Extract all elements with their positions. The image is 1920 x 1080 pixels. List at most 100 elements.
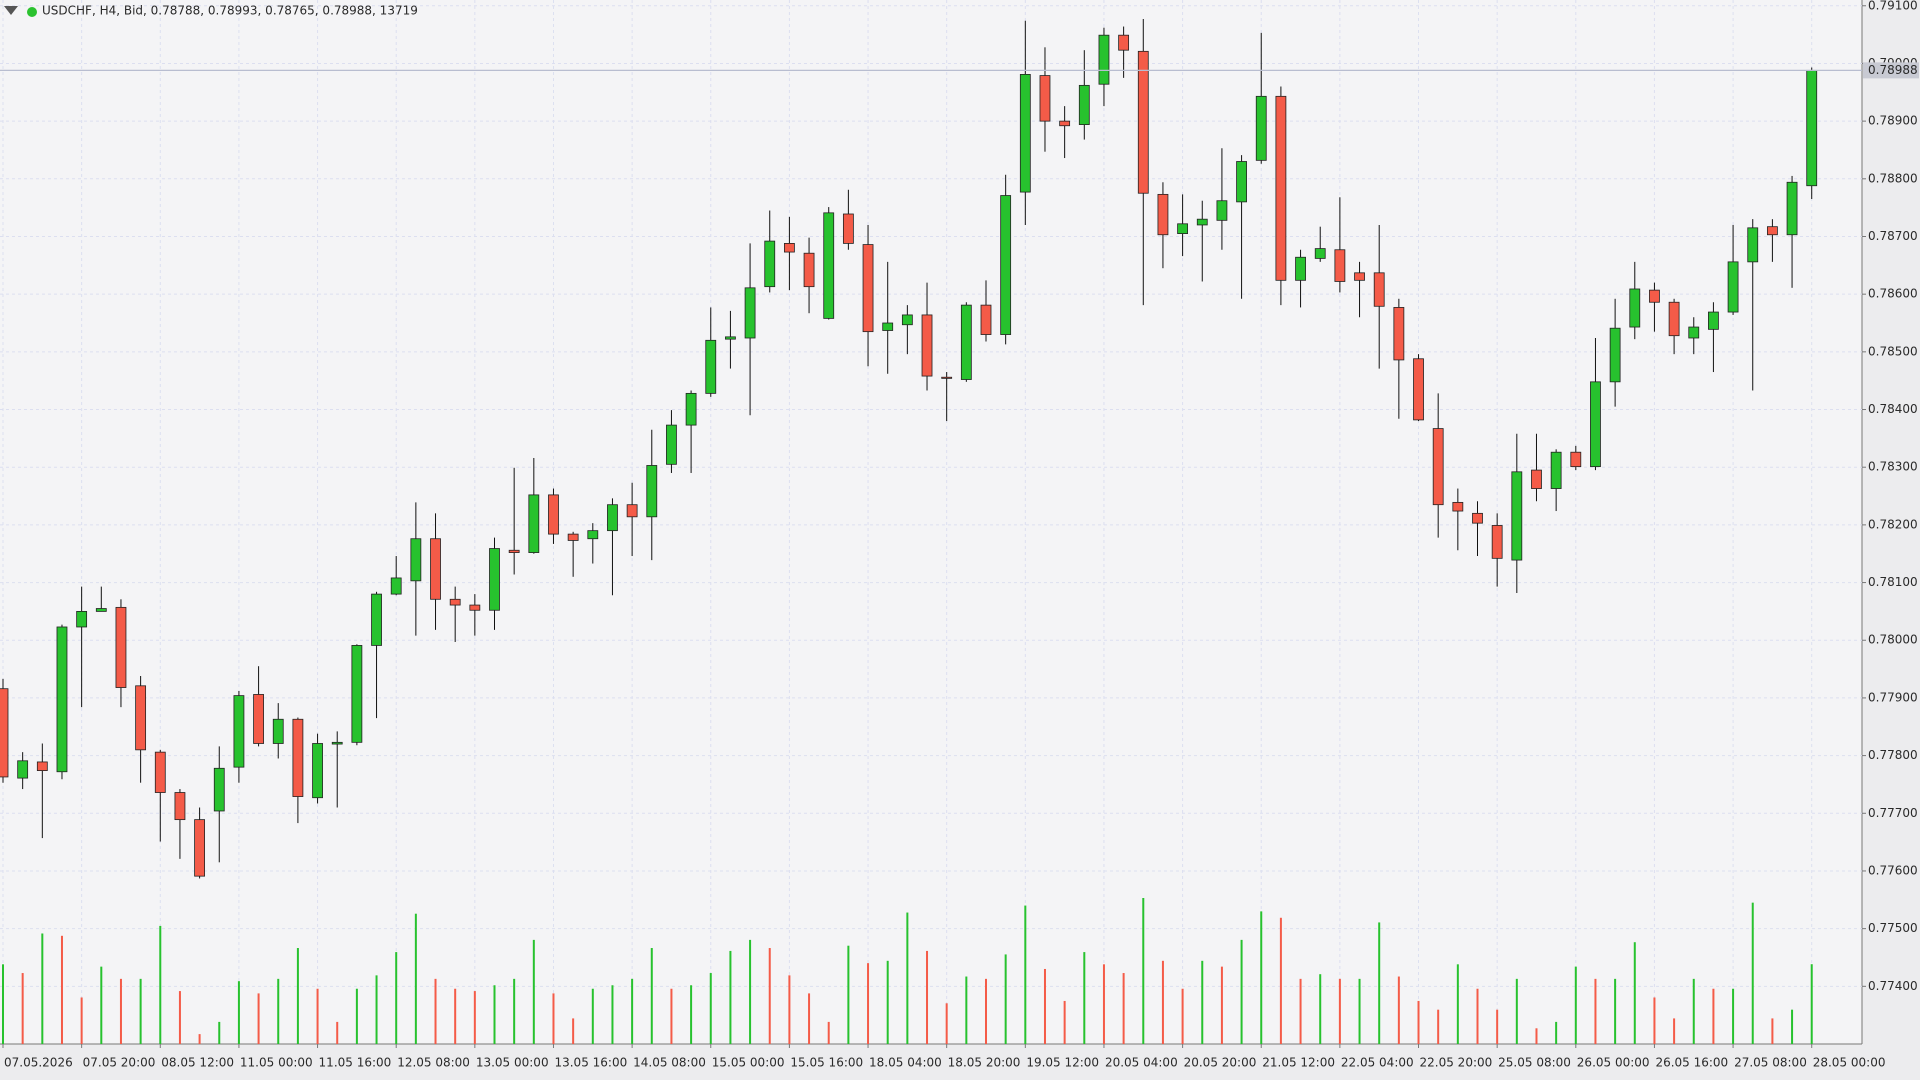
y-tick-label: 0.78700 [1868, 229, 1918, 243]
y-tick-label: 0.77400 [1868, 979, 1918, 993]
x-tick-label: 15.05 00:00 [712, 1056, 785, 1070]
volume-bar [827, 1021, 830, 1044]
candle-body [1432, 428, 1444, 506]
volume-bar [1338, 978, 1341, 1044]
volume-bar [1142, 898, 1145, 1044]
y-tick-label: 0.78200 [1868, 517, 1918, 531]
candle-body [1452, 501, 1464, 512]
volume-bar [1496, 1009, 1499, 1044]
volume-bar [1122, 973, 1125, 1044]
volume-bar [1279, 917, 1282, 1044]
candle-body [901, 314, 913, 326]
candle-body [666, 424, 677, 465]
candle-body [1668, 301, 1680, 337]
volume-bar [1732, 988, 1735, 1044]
volume-bar [1437, 1009, 1440, 1044]
volume-bar [1319, 974, 1322, 1044]
x-tick-label: 18.05 04:00 [869, 1056, 942, 1070]
x-tick-label: 26.05 00:00 [1577, 1056, 1650, 1070]
volume-bar [1574, 966, 1577, 1044]
volume-bar [1751, 902, 1754, 1044]
candle-body [1609, 327, 1621, 383]
volume-bar [1633, 942, 1636, 1044]
candle-body [1039, 75, 1051, 122]
candle-body [1373, 272, 1385, 307]
volume-bar [768, 948, 771, 1044]
volume-bar [690, 985, 693, 1044]
candle-body [587, 530, 599, 540]
candle-body [528, 494, 540, 553]
candle-body [784, 243, 795, 253]
volume-bar [1358, 978, 1361, 1044]
candle-body [1590, 381, 1601, 468]
volume-bar [1260, 911, 1263, 1044]
candle-body [1708, 311, 1719, 330]
candle-body [744, 287, 756, 339]
y-tick-label: 0.78000 [1868, 633, 1918, 647]
candle-body [1177, 223, 1188, 235]
candle-body [626, 504, 638, 518]
volume-bar [434, 978, 437, 1044]
candle-body [607, 504, 618, 532]
volume-bar [60, 935, 63, 1044]
candle-body [567, 533, 579, 541]
candle-body [194, 819, 206, 877]
candle-body [95, 608, 107, 612]
candle-body [960, 304, 972, 380]
candle-body [1000, 195, 1012, 335]
volume-bar [119, 978, 122, 1044]
y-tick-label: 0.77700 [1868, 806, 1918, 820]
volume-bar [788, 975, 791, 1044]
x-tick-label: 19.05 12:00 [1026, 1056, 1099, 1070]
volume-bar [1456, 964, 1459, 1044]
y-tick-label: 0.78900 [1868, 114, 1918, 128]
volume-bar [1771, 1018, 1774, 1044]
candle-body [331, 741, 343, 745]
candle-body [1393, 307, 1405, 361]
volume-bar [552, 993, 555, 1044]
candle-body [1767, 226, 1778, 236]
candle-body [312, 743, 323, 799]
volume-bar [454, 988, 457, 1044]
candle-body [980, 304, 992, 335]
candle-body [1255, 95, 1267, 161]
menu-triangle[interactable] [4, 6, 18, 15]
volume-bar [1417, 1000, 1420, 1044]
candle-body [1157, 193, 1169, 236]
time-axis-strip [0, 1044, 1920, 1080]
volume-bar [1653, 997, 1656, 1044]
candle-body [842, 213, 854, 244]
candle-body [17, 760, 29, 779]
x-tick-label: 25.05 08:00 [1498, 1056, 1571, 1070]
volume-bar [237, 981, 240, 1044]
volume-bar [1810, 964, 1813, 1044]
volume-bar [1476, 988, 1479, 1044]
y-tick-label: 0.78300 [1868, 460, 1918, 474]
candle-body [685, 392, 697, 426]
volume-bar [1515, 978, 1518, 1044]
volume-bar [1102, 964, 1105, 1044]
candle-body [1275, 95, 1287, 281]
volume-bar [277, 978, 280, 1044]
volume-bar [336, 1021, 339, 1044]
candle-body [56, 626, 68, 773]
volume-bar [926, 950, 929, 1044]
volume-bar [867, 963, 870, 1044]
volume-bar [1181, 988, 1184, 1044]
volume-bar [80, 997, 83, 1044]
volume-bar [1083, 952, 1086, 1044]
chart-title: USDCHF, H4, Bid, 0.78788, 0.78993, 0.787… [42, 4, 418, 18]
volume-bar [729, 950, 732, 1044]
volume-bar [1240, 939, 1243, 1044]
volume-bar [1791, 1009, 1794, 1044]
volume-bar [178, 991, 181, 1044]
candle-body [1196, 218, 1208, 226]
candle-body [154, 751, 166, 793]
candle-body [508, 549, 520, 553]
candle-body [803, 252, 815, 288]
volume-bar [1299, 978, 1302, 1044]
candle-body [253, 694, 264, 744]
candle-body [1059, 120, 1071, 127]
